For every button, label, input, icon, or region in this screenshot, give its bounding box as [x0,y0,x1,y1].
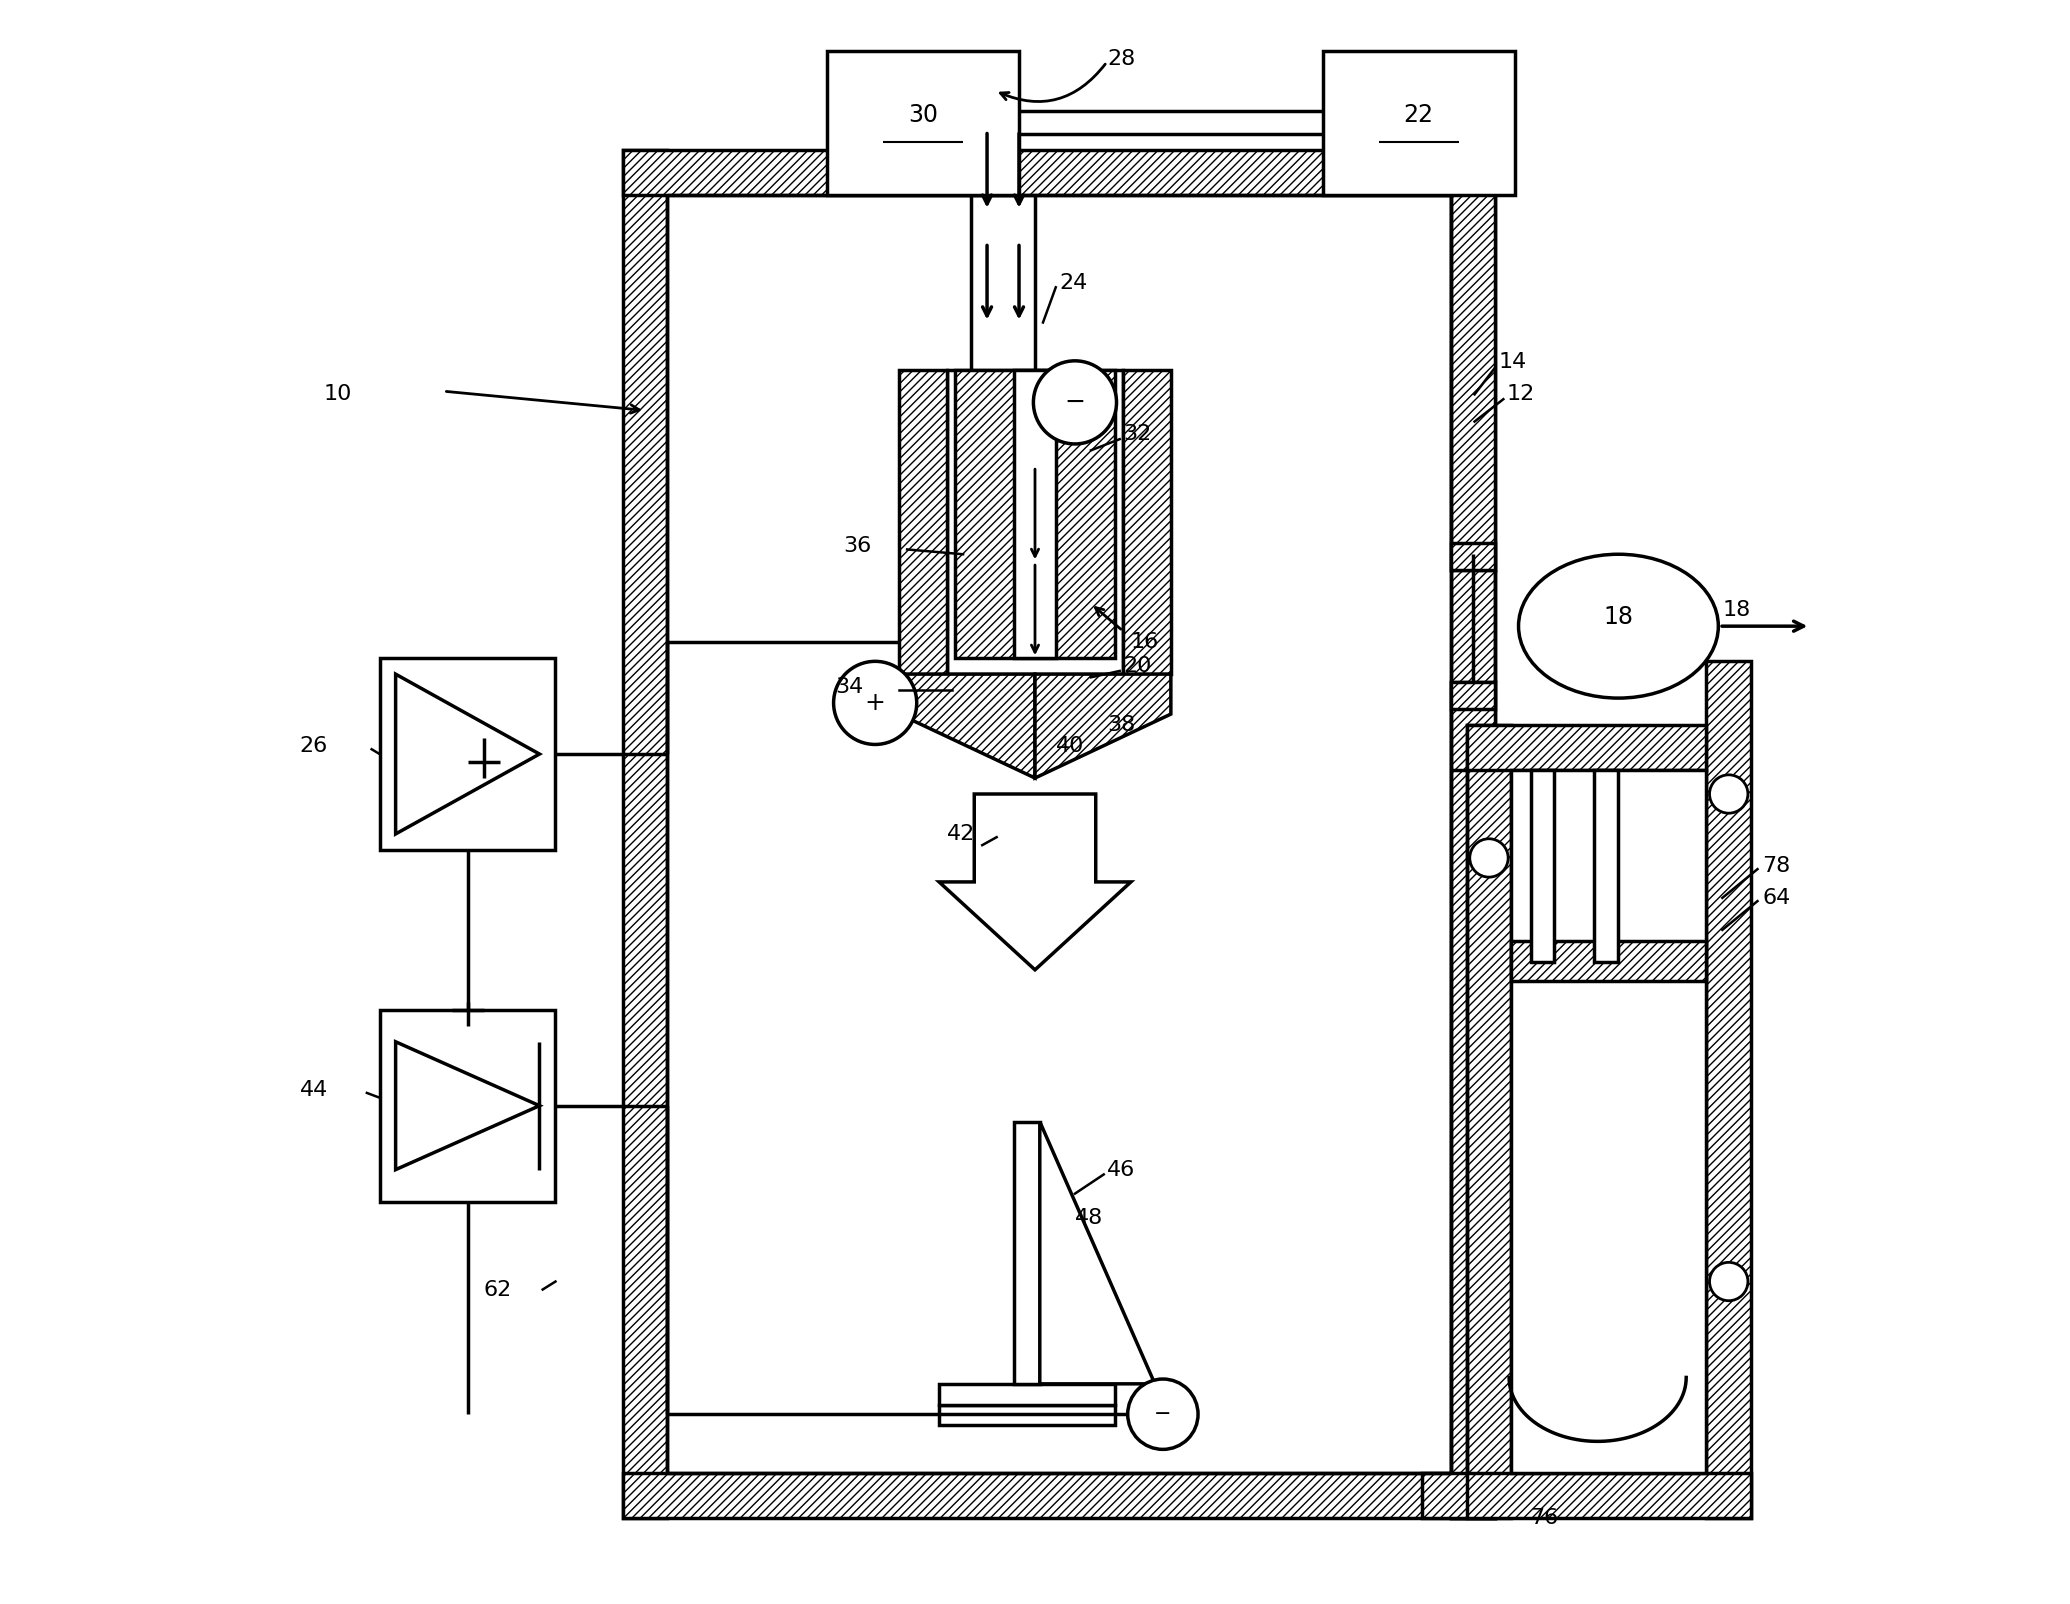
Text: 12: 12 [1507,385,1534,404]
Bar [1451,682,1495,1517]
Bar [898,371,948,674]
Text: 40: 40 [1056,736,1085,755]
Polygon shape [395,674,540,834]
Text: 46: 46 [1107,1160,1134,1179]
Polygon shape [1035,674,1172,778]
Text: 28: 28 [1107,48,1134,69]
Bar [954,371,1116,658]
Text: 42: 42 [948,824,975,844]
Bar [1451,682,1495,709]
Bar [1014,371,1056,658]
Circle shape [1710,1262,1747,1301]
Bar [1466,725,1706,770]
Bar [1466,725,1511,1517]
Text: 36: 36 [842,536,871,557]
Polygon shape [1039,1121,1155,1384]
Bar [623,149,667,1517]
Polygon shape [395,1041,540,1169]
Text: 78: 78 [1762,857,1791,876]
Text: +: + [865,691,886,715]
Circle shape [1710,775,1747,813]
Text: 64: 64 [1762,889,1791,908]
Text: 24: 24 [1060,273,1087,292]
Bar [623,149,1495,194]
Text: 16: 16 [1130,632,1159,653]
Text: 10: 10 [323,385,352,404]
Circle shape [1128,1379,1199,1450]
Text: 44: 44 [300,1079,327,1100]
Bar [940,1405,1116,1426]
Bar [1530,770,1555,962]
Bar [1323,51,1515,194]
Text: 76: 76 [1530,1508,1559,1529]
Bar [1451,544,1495,571]
Circle shape [834,661,917,744]
Ellipse shape [1519,555,1718,698]
Text: 26: 26 [300,736,327,755]
Bar [1014,1121,1039,1384]
Text: 18: 18 [1604,605,1633,629]
Circle shape [1033,361,1116,444]
Circle shape [1470,839,1509,877]
Bar [1511,942,1706,982]
Text: 48: 48 [1074,1208,1103,1227]
Bar [948,371,1122,674]
Bar [940,1384,1116,1405]
Text: 34: 34 [834,677,863,696]
Bar [379,1011,555,1201]
Bar [1122,371,1172,674]
Text: 18: 18 [1722,600,1751,621]
Text: 22: 22 [1403,103,1435,127]
Text: −: − [1064,390,1085,414]
Text: 20: 20 [1122,656,1151,677]
Bar [1451,149,1495,1517]
Polygon shape [940,794,1130,970]
Text: 14: 14 [1499,353,1528,372]
Text: 62: 62 [484,1280,511,1299]
Bar [828,51,1018,194]
Bar [1451,149,1495,571]
Text: 30: 30 [909,103,938,127]
Bar [1422,1474,1751,1517]
Text: 32: 32 [1122,425,1151,444]
Text: −: − [1155,1404,1172,1424]
Polygon shape [898,674,1035,778]
Bar [1594,770,1619,962]
Bar [1511,770,1706,1474]
Text: 38: 38 [1107,715,1134,735]
Bar [379,658,555,850]
Bar [1706,661,1751,1517]
Bar [623,1474,1495,1517]
